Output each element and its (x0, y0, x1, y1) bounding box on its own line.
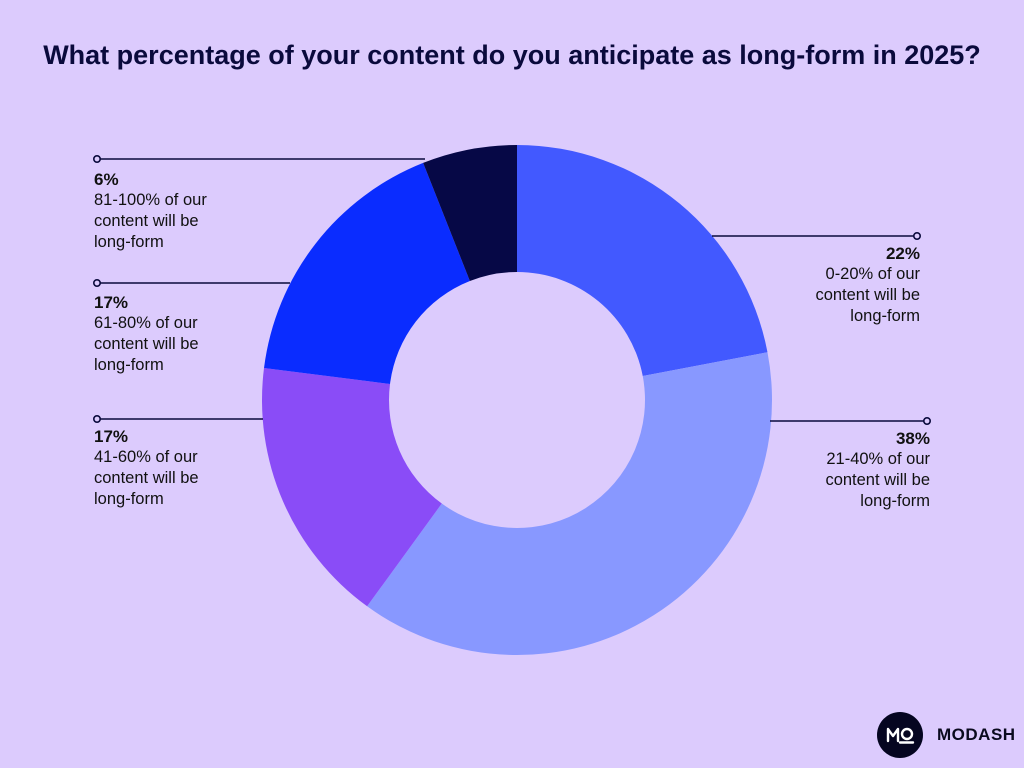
slice-pct-1: 38% (895, 429, 930, 448)
leader-dot-1 (922, 416, 931, 425)
chart-title: What percentage of your content do you a… (43, 40, 981, 70)
leader-dot-0 (912, 232, 921, 241)
leader-dot-3 (93, 278, 102, 287)
brand: MODASH (877, 712, 1016, 758)
slice-desc-0: 0-20% of our content will be long-form (815, 265, 920, 325)
donut-slice-0 (517, 145, 768, 377)
slice-label-2: 17% 41-60% of our content will be long-f… (94, 426, 264, 510)
slice-desc-3: 61-80% of our content will be long-form (94, 314, 199, 374)
donut-slice-4 (423, 145, 517, 281)
logo-mark (886, 727, 915, 744)
slice-label-0: 22% 0-20% of our content will be long-fo… (760, 243, 920, 327)
slice-pct-2: 17% (94, 427, 129, 446)
donut-slice-2 (262, 368, 442, 607)
slice-pct-3: 17% (94, 293, 129, 312)
leader-dot-4 (93, 155, 102, 164)
donut-slice-1 (367, 352, 773, 655)
donut-slice-3 (264, 162, 470, 384)
leader-dot-2 (93, 414, 102, 423)
brand-name: MODASH (937, 725, 1016, 744)
slice-label-4: 6% 81-100% of our content will be long-f… (94, 169, 264, 253)
slice-pct-0: 22% (885, 244, 920, 263)
slice-desc-2: 41-60% of our content will be long-form (94, 448, 199, 508)
slice-pct-4: 6% (94, 170, 119, 189)
slice-label-1: 38% 21-40% of our content will be long-f… (770, 428, 930, 512)
modash-logo-icon (877, 712, 923, 758)
slice-label-3: 17% 61-80% of our content will be long-f… (94, 292, 264, 376)
slice-desc-4: 81-100% of our content will be long-form (94, 191, 207, 251)
slice-desc-1: 21-40% of our content will be long-form (825, 450, 930, 510)
